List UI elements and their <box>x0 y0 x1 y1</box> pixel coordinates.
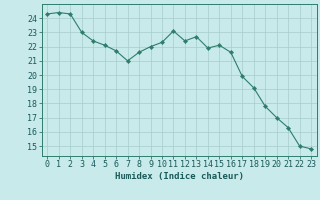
X-axis label: Humidex (Indice chaleur): Humidex (Indice chaleur) <box>115 172 244 181</box>
